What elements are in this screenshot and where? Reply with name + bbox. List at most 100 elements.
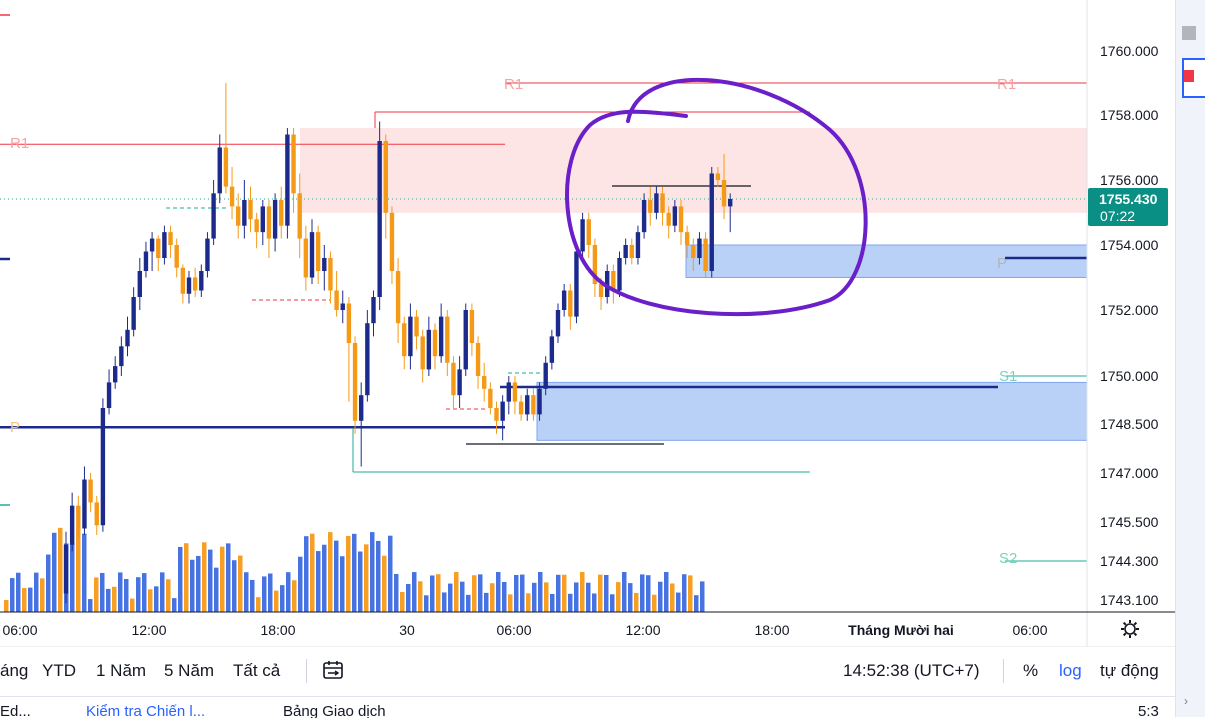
volume-bar (682, 574, 687, 612)
candle-body (137, 271, 142, 297)
gear-icon[interactable] (1121, 620, 1139, 638)
candle-body (678, 206, 684, 233)
price-tick-label: 1758.000 (1100, 107, 1159, 123)
candle-body (94, 502, 99, 526)
candle-body (697, 238, 702, 258)
candle-body (149, 238, 155, 252)
bottom-toolbar: áng YTD 1 Năm 5 Năm Tất cả 14:52:38 (UTC… (0, 647, 1175, 695)
candle-body (334, 290, 339, 310)
range-button-ytd[interactable]: YTD (42, 661, 76, 680)
candle-body (285, 134, 290, 226)
volume-bar (442, 592, 447, 612)
time-tick-label: 18:00 (754, 622, 789, 638)
volume-bar (496, 572, 501, 612)
price-tick-label: 1752.000 (1100, 302, 1159, 318)
divider (1003, 659, 1004, 683)
candle-body (100, 408, 106, 526)
volume-bar (100, 572, 105, 612)
volume-bar (676, 592, 681, 612)
volume-bar (526, 593, 531, 612)
auto-scale-toggle[interactable]: tự động (1100, 661, 1159, 680)
candle-body (623, 245, 628, 258)
price-tick-label: 1750.000 (1100, 368, 1159, 384)
candle-body (291, 134, 296, 194)
range-button-month[interactable]: áng (0, 661, 29, 680)
candle-body (703, 238, 708, 271)
candle-body (303, 238, 309, 278)
volume-bar (280, 585, 285, 612)
pivot-label-s2: S2 (999, 550, 1017, 567)
volume-bar (448, 583, 453, 612)
candle-body (186, 277, 192, 294)
volume-bar (400, 591, 405, 612)
volume-bar (142, 573, 147, 612)
candle-body (365, 323, 370, 396)
range-button-1y[interactable]: 1 Năm (96, 661, 147, 680)
price-chart[interactable]: R1 R1 R1 P P S1 S2 1760.000 1758.000 1756.000 175… (0, 0, 1175, 647)
annotation-layer (565, 77, 868, 317)
candle-body (641, 199, 647, 233)
volume-bar (178, 546, 183, 612)
range-button-all[interactable]: Tất cả (233, 661, 281, 680)
candle-body (629, 245, 634, 258)
volume-bar (670, 583, 675, 612)
pivot-label-r1: R1 (10, 135, 29, 152)
footer-tab-strategy-tester[interactable]: Kiểm tra Chiến l... (86, 703, 206, 718)
volume-bar (592, 593, 597, 612)
time-tick-label: 06:00 (496, 622, 531, 638)
log-scale-toggle[interactable]: log (1059, 661, 1082, 680)
candle-body (88, 479, 93, 503)
volume-bar (112, 586, 117, 612)
footer-time: 5:3 (1138, 703, 1159, 718)
candle-body (168, 232, 173, 245)
footer-tab-editor[interactable]: Ed... (0, 703, 31, 718)
candle-body (359, 395, 364, 421)
candle-body (500, 401, 505, 421)
volume-bar (34, 572, 39, 612)
candle-body (617, 258, 622, 291)
chevron-right-icon[interactable]: › (1184, 694, 1188, 708)
candle-body (488, 388, 493, 408)
volume-bar (664, 572, 669, 612)
price-tick-label: 1747.000 (1100, 465, 1159, 481)
volume-bar (466, 594, 471, 612)
volume-bar (220, 546, 225, 612)
volume-bar (460, 581, 465, 612)
volume-bar (556, 574, 561, 612)
candle-body (611, 271, 616, 291)
pivot-label-r1: R1 (997, 76, 1016, 93)
volume-bar (40, 578, 45, 612)
footer-tab-trading-panel[interactable]: Bảng Giao dịch (283, 703, 386, 718)
flag-icon (1184, 70, 1194, 82)
demand-zone-lower (536, 381, 1088, 441)
volume-bar (340, 556, 345, 612)
volume-bar (610, 594, 615, 612)
range-button-5y[interactable]: 5 Năm (164, 661, 215, 680)
candle-body (272, 199, 278, 239)
volume-bar (22, 588, 27, 612)
candle-body (82, 479, 87, 529)
candle-body (660, 193, 665, 213)
volume-bar (214, 567, 219, 612)
volume-bar (154, 586, 159, 612)
percent-scale-toggle[interactable]: % (1023, 661, 1039, 680)
volume-bar (124, 578, 129, 612)
candles-layer (63, 83, 733, 604)
current-price-label: 1755.430 (1099, 191, 1158, 207)
candle-body (125, 329, 130, 347)
watchlist-icon[interactable] (1182, 26, 1196, 40)
candle-body (469, 310, 475, 343)
volume-bar (628, 583, 633, 612)
demand-zone-upper (685, 244, 1088, 278)
time-tick-label: Tháng Mười hai (848, 622, 954, 638)
calendar-range-icon[interactable] (322, 659, 344, 681)
volume-bar (160, 572, 165, 612)
volume-bar (286, 572, 291, 612)
volume-bar (334, 540, 339, 612)
volume-bar (52, 532, 57, 612)
volume-bar (238, 555, 243, 612)
gear-tooth (1122, 621, 1127, 626)
volume-bar (148, 589, 153, 612)
clock-timezone[interactable]: 14:52:38 (UTC+7) (843, 661, 980, 680)
gear-tooth (1133, 632, 1138, 637)
